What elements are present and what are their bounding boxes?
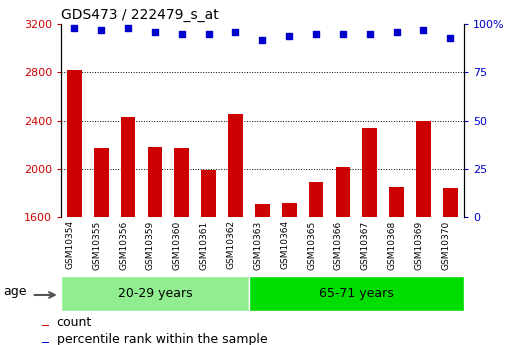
Text: GDS473 / 222479_s_at: GDS473 / 222479_s_at [61, 8, 219, 22]
Text: percentile rank within the sample: percentile rank within the sample [57, 333, 267, 345]
Point [124, 25, 132, 31]
Point [312, 31, 320, 37]
Point [205, 31, 213, 37]
Point [151, 29, 159, 34]
Bar [416, 121, 431, 217]
Point [178, 31, 186, 37]
Bar [335, 167, 350, 217]
Text: GSM10369: GSM10369 [414, 220, 423, 269]
Text: GSM10356: GSM10356 [119, 220, 128, 269]
Text: count: count [57, 316, 92, 329]
Bar [308, 182, 323, 217]
Bar [443, 188, 458, 217]
Text: GSM10370: GSM10370 [441, 220, 450, 269]
Bar [389, 187, 404, 217]
Bar [249, 276, 464, 310]
Text: GSM10362: GSM10362 [226, 220, 235, 269]
Point [70, 25, 78, 31]
Text: GSM10359: GSM10359 [146, 220, 155, 269]
Text: GSM10355: GSM10355 [92, 220, 101, 269]
Bar [42, 342, 49, 343]
Text: GSM10363: GSM10363 [253, 220, 262, 269]
Bar [67, 70, 82, 217]
Point [392, 29, 401, 34]
Point [258, 37, 267, 42]
Text: GSM10360: GSM10360 [173, 220, 182, 269]
Bar [201, 170, 216, 217]
Bar [42, 325, 49, 326]
Point [285, 33, 294, 39]
Bar [282, 203, 297, 217]
Bar [147, 147, 162, 217]
Bar [363, 128, 377, 217]
Text: GSM10364: GSM10364 [280, 220, 289, 269]
Point [231, 29, 240, 34]
Bar [94, 148, 109, 217]
Text: age: age [3, 285, 27, 298]
Bar [228, 114, 243, 217]
Point [339, 31, 347, 37]
Text: GSM10354: GSM10354 [65, 220, 74, 269]
Bar [255, 204, 270, 217]
Point [446, 35, 455, 40]
Text: GSM10365: GSM10365 [307, 220, 316, 269]
Text: GSM10366: GSM10366 [334, 220, 343, 269]
Text: GSM10368: GSM10368 [387, 220, 396, 269]
Bar [61, 276, 249, 310]
Point [97, 27, 105, 33]
Text: 20-29 years: 20-29 years [118, 287, 192, 300]
Point [366, 31, 374, 37]
Point [419, 27, 428, 33]
Text: 65-71 years: 65-71 years [319, 287, 394, 300]
Bar [121, 117, 136, 217]
Text: GSM10367: GSM10367 [361, 220, 370, 269]
Text: GSM10361: GSM10361 [200, 220, 209, 269]
Bar [174, 148, 189, 217]
